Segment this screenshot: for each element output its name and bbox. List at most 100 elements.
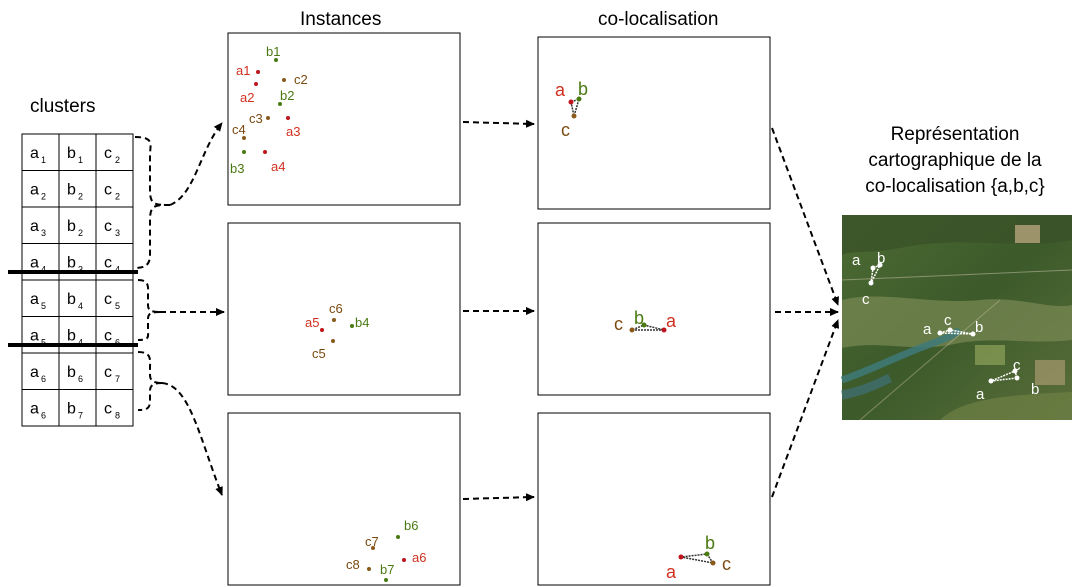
cluster-cell-subscript: 5 xyxy=(41,301,46,311)
map-triangle xyxy=(939,329,974,335)
map-label-c: c xyxy=(1013,357,1021,374)
cluster-cell-letter: b xyxy=(67,255,76,272)
instance-label-b4: b4 xyxy=(355,315,369,330)
coloc-point-a xyxy=(568,99,574,105)
cluster-cell-subscript: 3 xyxy=(115,228,120,238)
clusters-header: clusters xyxy=(30,96,95,117)
map-point-b xyxy=(970,331,976,337)
cluster-cell-subscript: 4 xyxy=(41,265,46,275)
instance-point-b6 xyxy=(396,535,400,539)
cluster-cell-letter: a xyxy=(30,255,39,272)
cluster-cell-letter: c xyxy=(104,364,112,381)
cluster-cell xyxy=(21,206,60,244)
cluster-cell-subscript: 8 xyxy=(115,411,120,421)
instance-point-c6 xyxy=(332,318,336,322)
coloc-label-b: b xyxy=(705,533,715,553)
map-label-b: b xyxy=(877,250,885,267)
cluster-cell xyxy=(58,316,97,354)
cluster-cell-subscript: 1 xyxy=(78,155,83,165)
brace-3 xyxy=(137,351,163,411)
coloc-label-a: a xyxy=(555,80,566,100)
cluster-cell-letter: a xyxy=(30,401,39,418)
cluster-cell-letter: b xyxy=(67,218,76,235)
map-point-b xyxy=(1014,375,1020,381)
cluster-cell-subscript: 2 xyxy=(41,192,46,202)
cluster-cell-subscript: 5 xyxy=(115,301,120,311)
instance-point-b3 xyxy=(242,150,246,154)
arrow-coloc3-map xyxy=(771,319,839,498)
coloc-point-b xyxy=(576,96,582,102)
map-point-a xyxy=(937,330,943,336)
instance-label-c7: c7 xyxy=(365,534,379,549)
colocalisation-header: co-localisation xyxy=(598,9,718,30)
arrow-coloc1-map xyxy=(771,127,839,306)
arrow-cluster1-instances xyxy=(169,122,223,206)
map-triangle xyxy=(870,263,882,284)
map-triangle xyxy=(990,369,1018,382)
cluster-cell-letter: c xyxy=(104,218,112,235)
colocalisation-panel-2 xyxy=(537,222,771,396)
instance-point-b4 xyxy=(350,324,354,328)
cluster-cell-letter: c xyxy=(104,328,112,345)
cluster-cell xyxy=(95,170,134,208)
cluster-cell-subscript: 6 xyxy=(41,374,46,384)
map-label-b: b xyxy=(1031,381,1039,398)
cluster-cell xyxy=(58,389,97,427)
instance-point-c7 xyxy=(371,546,375,550)
cluster-cell-letter: a xyxy=(30,218,39,235)
instance-point-a5 xyxy=(320,328,324,332)
cluster-cell-letter: c xyxy=(104,291,112,308)
map-title-line2: cartographique de la xyxy=(868,150,1042,171)
coloc-point-c xyxy=(571,113,577,119)
cluster-cell xyxy=(58,243,97,281)
map-label-a: a xyxy=(852,252,861,269)
instances-panel-3 xyxy=(227,412,461,586)
map-label-c: c xyxy=(862,291,870,308)
cluster-cell-letter: a xyxy=(30,182,39,199)
cluster-cell xyxy=(21,389,60,427)
instance-point-c2 xyxy=(282,78,286,82)
instance-point-c3 xyxy=(266,116,270,120)
coloc-label-a: a xyxy=(666,562,677,582)
instance-point-a3 xyxy=(286,116,290,120)
coloc-label-a: a xyxy=(666,311,677,331)
cluster-cell xyxy=(58,170,97,208)
instance-point-c5 xyxy=(331,339,335,343)
coloc-label-c: c xyxy=(722,554,731,574)
brace-1-bottom xyxy=(134,204,171,269)
cluster-cell-letter: c xyxy=(104,145,112,162)
map-label-b: b xyxy=(975,319,983,336)
instance-label-b6: b6 xyxy=(404,518,418,533)
cluster-cell-subscript: 6 xyxy=(78,374,83,384)
cluster-cell-letter: b xyxy=(67,182,76,199)
map-label-a: a xyxy=(976,386,985,403)
map-point-b xyxy=(877,262,883,268)
coloc-point-c xyxy=(710,560,716,566)
instance-label-c4: c4 xyxy=(232,122,246,137)
cluster-cell-letter: c xyxy=(104,255,112,272)
map-point-a xyxy=(870,265,876,271)
instance-label-a1: a1 xyxy=(236,63,250,78)
cluster-cell-letter: a xyxy=(30,364,39,381)
instance-point-b1 xyxy=(274,58,278,62)
cluster-cell-subscript: 2 xyxy=(115,192,120,202)
map-label-a: a xyxy=(923,321,932,338)
cluster-cell-letter: a xyxy=(30,328,39,345)
cluster-cell-letter: b xyxy=(67,328,76,345)
cluster-cell-subscript: 7 xyxy=(78,411,83,421)
cluster-cell xyxy=(21,133,60,171)
cluster-cell-subscript: 3 xyxy=(41,228,46,238)
colocalisation-triangle xyxy=(680,553,715,565)
instance-label-c2: c2 xyxy=(294,72,308,87)
instance-label-b1: b1 xyxy=(266,44,280,59)
cluster-cell xyxy=(21,279,60,317)
map-title-line1: Représentation xyxy=(891,124,1020,145)
cluster-cell-subscript: 4 xyxy=(115,265,120,275)
cluster-cell xyxy=(21,170,60,208)
cluster-cell xyxy=(58,352,97,390)
satellite-map xyxy=(840,215,1073,421)
